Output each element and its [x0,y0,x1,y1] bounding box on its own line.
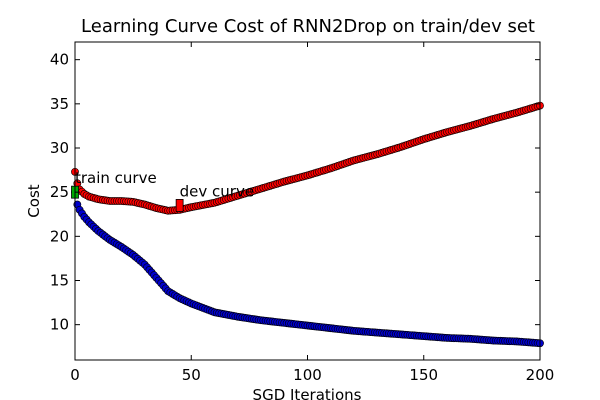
x-axis-label: SGD Iterations [253,386,362,400]
annotation-layer: train curve dev curve [71,169,254,212]
x-tick-label: 200 [526,366,555,384]
x-tick-label: 50 [182,366,201,384]
series-0 [71,101,544,215]
y-axis-label: Cost [25,184,43,217]
series-layer [71,101,544,348]
y-tick-label: 30 [50,139,69,157]
annotation-1: dev curve [175,182,254,212]
y-tick-label: 10 [50,316,69,334]
y-tick-label: 40 [50,51,69,69]
y-tick-label: 20 [50,227,69,245]
annotation-label: dev curve [180,182,254,200]
y-tick-label: 25 [50,183,69,201]
series-1 [71,188,544,348]
annotation-marker [175,199,184,212]
x-tick-label: 150 [409,366,438,384]
tick-layer: 0 50 100 150 200 10 15 20 25 30 35 40 [50,42,554,384]
chart-title: Learning Curve Cost of RNN2Drop on train… [81,16,535,37]
x-tick-label: 0 [70,366,80,384]
x-tick-label: 100 [293,366,322,384]
y-tick-label: 35 [50,95,69,113]
y-tick-label: 15 [50,272,69,290]
annotation-label: train curve [75,169,157,187]
